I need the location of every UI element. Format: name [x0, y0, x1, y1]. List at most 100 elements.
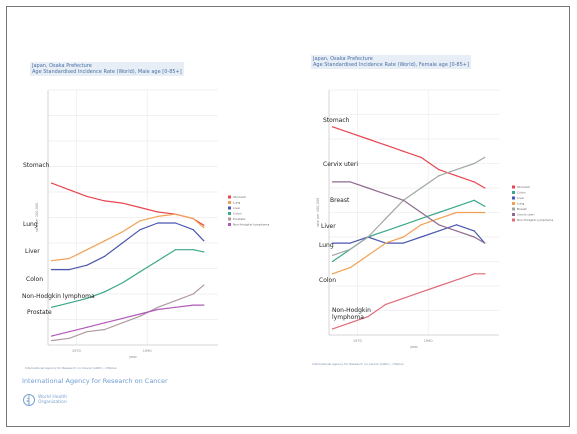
data-point [420, 291, 422, 293]
data-point [473, 273, 475, 275]
data-point [68, 302, 70, 304]
legend-swatch [512, 202, 515, 205]
data-point [402, 150, 404, 152]
annotation-label: Colon [26, 276, 43, 283]
legend-swatch [228, 195, 231, 199]
data-point [367, 316, 369, 318]
who-text: World Health Organization [38, 395, 67, 405]
data-point [385, 242, 387, 244]
data-point [139, 313, 141, 315]
data-point [157, 211, 159, 213]
data-point [385, 230, 387, 232]
legend-label: Prostate [233, 217, 246, 221]
data-point [367, 236, 369, 238]
data-point [484, 211, 486, 214]
data-point [385, 193, 387, 195]
data-point [157, 306, 159, 308]
data-point [349, 181, 351, 183]
data-point [402, 297, 404, 299]
chart2-source: International Agency for Research on Can… [312, 362, 404, 366]
series-line-non-hodgkin-lymphoma [332, 273, 485, 330]
legend-label: Cervix uteri [517, 213, 535, 217]
x-tick-label: 1990 [143, 349, 152, 353]
data-point [438, 285, 440, 287]
data-point [104, 240, 106, 242]
data-point [86, 249, 88, 251]
data-point [349, 267, 351, 269]
data-point [157, 222, 159, 224]
data-point [455, 230, 458, 232]
data-point [367, 138, 369, 140]
chart2-subtitle: Age Standardised Incidence Rate (World),… [313, 62, 469, 68]
data-point [367, 254, 369, 256]
data-point [484, 242, 486, 244]
series-line-colon [332, 199, 486, 262]
data-point [139, 315, 141, 317]
data-point [484, 205, 486, 207]
data-point [68, 257, 70, 260]
data-point [385, 144, 387, 146]
chart1-title: Japan, Osaka Prefecture [32, 63, 92, 69]
data-point [157, 215, 159, 217]
data-point [402, 224, 404, 226]
data-point [86, 297, 88, 300]
data-point [121, 322, 123, 324]
data-point [349, 132, 351, 134]
annotation-label: Stomach [23, 162, 50, 169]
data-point [331, 181, 334, 183]
series-line-cervix-uteri [332, 181, 486, 244]
legend-swatch [512, 191, 515, 194]
data-point [192, 293, 194, 295]
data-point [139, 271, 141, 273]
x-axis-label: year [129, 355, 137, 359]
annotation-label: Non-Hodgkin lymphoma [22, 293, 95, 300]
legend-swatch [228, 217, 231, 221]
data-point [192, 229, 194, 231]
chart1-subtitle: Age Standardised Incidence Rate (World),… [32, 69, 182, 75]
legend-label: Stomach [233, 195, 246, 199]
data-point [420, 187, 422, 189]
annotation-label: Breast [330, 197, 350, 204]
data-point [104, 200, 106, 202]
series-line-stomach [51, 182, 205, 226]
legend-label: Colon [233, 212, 242, 216]
data-point [139, 206, 141, 209]
series-line-breast [332, 156, 486, 256]
who-emblem-icon [23, 394, 35, 406]
data-point [121, 317, 123, 319]
data-point [50, 182, 53, 184]
data-point [86, 264, 88, 266]
legend-label: Liver [233, 206, 241, 210]
annotation-label: Liver [321, 223, 336, 230]
series-line-lung [332, 211, 485, 275]
data-point [104, 322, 106, 324]
legend-label: Non-Hodgkin lymphoma [233, 223, 269, 227]
series-line-liver [332, 224, 486, 244]
legend-swatch [228, 201, 231, 204]
data-point [68, 331, 70, 333]
data-point [455, 175, 458, 177]
annotation-label: Cervix uteri [323, 161, 358, 168]
who-logo: World Health Organization [22, 392, 92, 412]
data-point [104, 291, 106, 293]
data-point [484, 187, 486, 189]
data-point [121, 242, 123, 244]
annotation-label: Non-Hodgkin [332, 307, 371, 314]
data-point [331, 328, 334, 330]
who-line2: Organization [38, 400, 67, 405]
y-axis-label: rate per 100,000 [35, 203, 39, 233]
x-tick-label: 1970 [353, 339, 362, 343]
legend-label: Non-Hodgkin lymphoma [517, 218, 553, 222]
legend-swatch [512, 207, 515, 211]
data-point [331, 126, 334, 128]
data-point [203, 284, 205, 286]
data-point [438, 218, 440, 220]
data-point [68, 337, 70, 339]
data-point [50, 260, 53, 262]
data-point [104, 328, 106, 331]
data-point [402, 236, 404, 238]
series-line-stomach [332, 126, 486, 189]
data-point [484, 156, 486, 158]
data-point [473, 211, 475, 214]
data-point [174, 213, 177, 215]
